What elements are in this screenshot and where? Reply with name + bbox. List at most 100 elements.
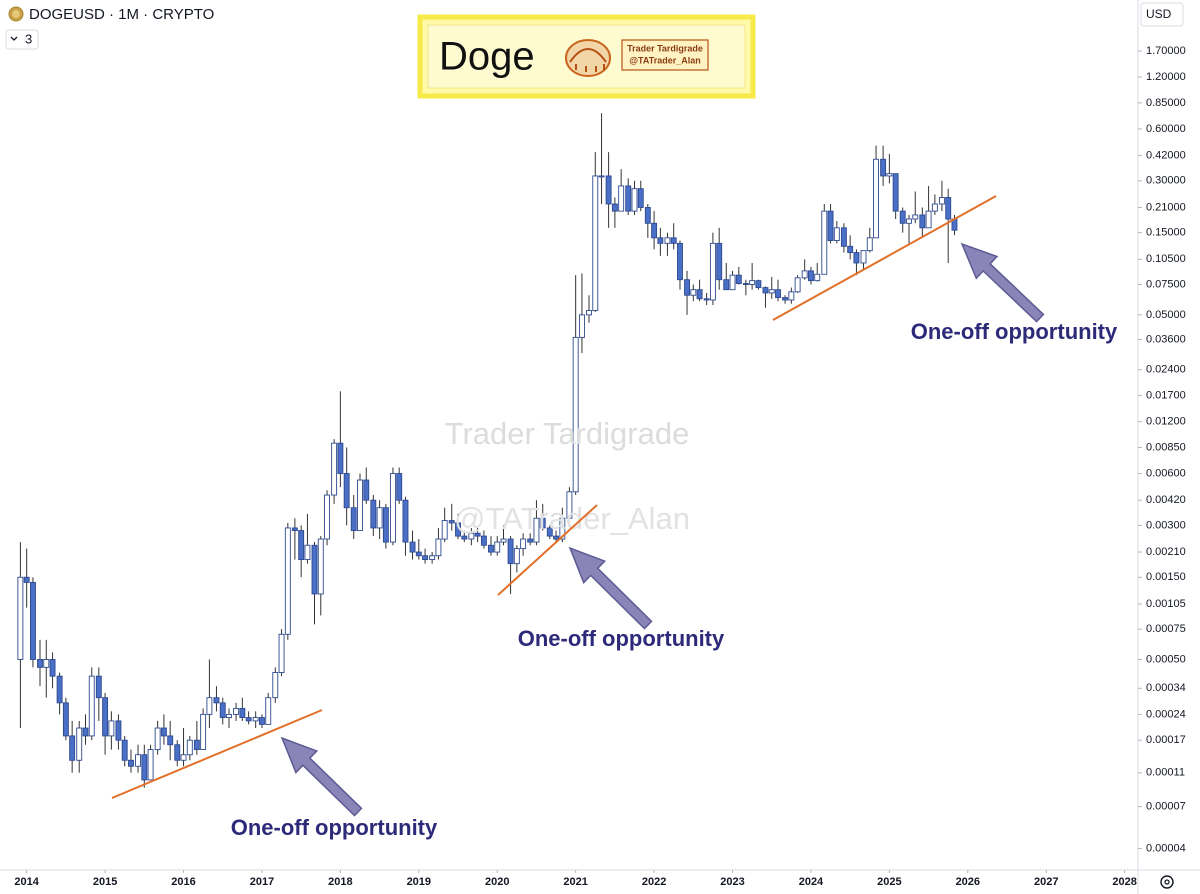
- watermark-author: Trader Tardigrade: [445, 416, 690, 451]
- y-tick-label: 0.07500: [1146, 278, 1186, 290]
- candle-body: [494, 541, 501, 553]
- candle-body: [860, 250, 867, 264]
- candle-body: [128, 759, 134, 767]
- y-tick-label: 0.00024: [1146, 708, 1186, 720]
- candle-body: [402, 499, 409, 543]
- candle-body: [239, 707, 246, 719]
- candle-body: [56, 675, 63, 704]
- candle-body: [95, 675, 102, 699]
- y-tick-label: 0.21000: [1146, 201, 1186, 213]
- indicator-toggle[interactable]: [5, 29, 39, 50]
- candle-body: [226, 713, 232, 719]
- candle-body: [409, 541, 416, 553]
- candle-body: [461, 535, 468, 540]
- y-tick-label: 0.42000: [1146, 150, 1186, 162]
- candle-body: [370, 499, 377, 529]
- candle-body: [468, 532, 475, 540]
- settings-icon[interactable]: [1160, 875, 1174, 889]
- y-tick-label: 0.00011: [1146, 767, 1185, 779]
- candle-body: [605, 175, 612, 205]
- x-tick-label: 2014: [14, 876, 39, 888]
- candle-body: [735, 274, 742, 284]
- candle-body: [259, 717, 265, 725]
- candle-body: [637, 188, 644, 208]
- candle-body: [775, 289, 781, 299]
- candle-body: [49, 659, 56, 677]
- y-tick-label: 0.00105: [1146, 598, 1186, 610]
- candle-body: [703, 298, 710, 301]
- x-tick-label: 2022: [642, 876, 666, 888]
- annotation-arrow: [568, 546, 653, 630]
- candle-body: [670, 237, 677, 244]
- y-tick-label: 0.03600: [1146, 333, 1186, 345]
- logo-badge: [621, 39, 709, 71]
- candle-body: [324, 494, 330, 540]
- candle-body: [513, 548, 520, 565]
- candle-body: [357, 479, 363, 532]
- candle-body: [474, 532, 481, 537]
- candle-body: [154, 727, 161, 751]
- candle-body: [631, 188, 638, 212]
- candle-body: [429, 555, 436, 561]
- candle-body: [180, 754, 187, 761]
- candle-body: [76, 727, 83, 761]
- candle-body: [272, 672, 279, 699]
- candle-body: [331, 442, 338, 496]
- candle-body: [931, 203, 938, 212]
- candle-body: [625, 185, 632, 212]
- candle-body: [808, 270, 814, 282]
- chevron-icon: [10, 36, 18, 41]
- candle-body: [304, 544, 311, 561]
- candle-body: [29, 581, 36, 660]
- y-tick-label: 0.00420: [1146, 494, 1186, 506]
- annotation: One-off opportunity: [911, 319, 1118, 344]
- candle-body: [768, 289, 775, 294]
- candle-body: [651, 222, 658, 239]
- candle-body: [265, 697, 272, 725]
- candle-body: [611, 203, 618, 212]
- y-tick-label: 1.70000: [1146, 45, 1186, 57]
- y-tick-label: 0.15000: [1146, 227, 1186, 239]
- candle-body: [520, 538, 527, 550]
- watermark-handle: @TATrader_Alan: [454, 501, 690, 536]
- x-tick-label: 2027: [1034, 876, 1058, 888]
- candle-body: [539, 517, 546, 529]
- candle-body: [533, 517, 540, 543]
- candle-body: [141, 754, 148, 781]
- candle-body: [880, 158, 887, 177]
- x-tick-label: 2019: [407, 876, 431, 888]
- y-tick-label: 0.00050: [1146, 653, 1186, 665]
- y-tick-label: 1.20000: [1146, 71, 1186, 83]
- candle-body: [788, 291, 795, 301]
- candle-body: [213, 697, 220, 704]
- y-tick-label: 0.00075: [1146, 623, 1186, 635]
- candle-body: [899, 210, 906, 224]
- candle-body: [441, 520, 448, 540]
- candle-body: [480, 535, 487, 546]
- y-tick-label: 0.00300: [1146, 519, 1186, 531]
- candle-body: [814, 273, 821, 282]
- y-tick-label: 0.00210: [1146, 546, 1186, 558]
- candle-body: [317, 538, 324, 595]
- candle-body: [755, 280, 762, 289]
- y-tick-label: 0.00034: [1146, 682, 1186, 694]
- trend-line: [772, 195, 997, 321]
- candle-body: [840, 227, 847, 247]
- y-tick-label: 0.00007: [1146, 801, 1186, 813]
- candle-body: [657, 237, 664, 244]
- candle-body: [69, 735, 76, 761]
- candle-body: [206, 697, 213, 715]
- candle-body: [108, 720, 115, 737]
- candle-body: [729, 274, 736, 291]
- coin-icon-inner: [12, 10, 20, 18]
- logo-title: Doge: [439, 35, 535, 79]
- currency-selector[interactable]: [1140, 2, 1184, 27]
- trend-line: [111, 709, 323, 799]
- y-tick-label: 0.00017: [1146, 734, 1186, 746]
- candle-body: [435, 538, 442, 557]
- candle-body: [193, 739, 200, 751]
- x-tick-label: 2015: [93, 876, 117, 888]
- candle-body: [559, 517, 566, 540]
